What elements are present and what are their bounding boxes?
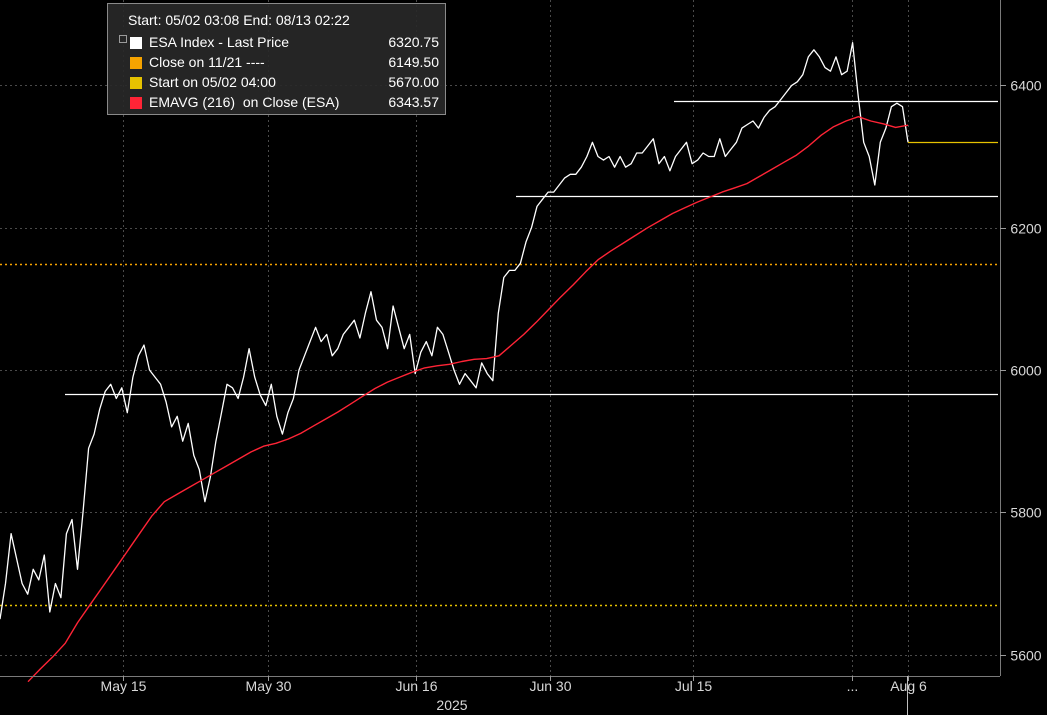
y-tick-label: 6200	[1010, 221, 1041, 237]
series-lines	[0, 42, 998, 683]
legend-value: 6320.75	[388, 34, 439, 50]
legend-label: Close on 11/21 ----	[149, 54, 265, 70]
y-tick-label: 6400	[1010, 78, 1041, 94]
x-tick-label: ...	[847, 678, 859, 694]
legend: Start: 05/02 03:08 End: 08/13 02:22 ESA …	[107, 3, 446, 115]
x-axis-title: 2025	[436, 697, 467, 713]
legend-value: 6149.50	[388, 54, 439, 70]
swatch-icon	[130, 77, 142, 89]
legend-label: Start on 05/02 04:00	[149, 74, 276, 90]
legend-header: Start: 05/02 03:08 End: 08/13 02:22	[128, 12, 350, 28]
legend-item-close-11-21[interactable]: Close on 11/21 ---- 6149.50	[130, 54, 446, 72]
legend-item-start-05-02[interactable]: Start on 05/02 04:00 5670.00	[130, 74, 446, 92]
swatch-icon	[130, 57, 142, 69]
y-tick-label: 6000	[1010, 363, 1041, 379]
legend-value: 5670.00	[388, 74, 439, 90]
x-tick-label: May 15	[101, 678, 147, 694]
reference-lines	[0, 263, 1000, 607]
x-axis-labels: May 15 May 30 Jun 16 Jun 30 Jul 15... Aug 6	[101, 676, 927, 694]
legend-label: ESA Index - Last Price	[149, 34, 290, 50]
x-tick-label: Jun 16	[395, 678, 437, 694]
swatch-icon	[130, 97, 142, 109]
x-tick-label: May 30	[246, 678, 292, 694]
y-axis-labels: 5600 5800 6000 6200 6400	[1000, 78, 1042, 664]
legend-item-emavg[interactable]: EMAVG (216) on Close (ESA) 6343.57	[130, 94, 446, 112]
swatch-icon	[130, 37, 142, 49]
chart-axes	[0, 0, 1001, 715]
collapse-icon[interactable]	[119, 35, 127, 43]
x-tick-label: Jun 30	[529, 678, 571, 694]
y-tick-label: 5600	[1010, 648, 1041, 664]
horizontal-levels	[65, 100, 998, 396]
legend-label: EMAVG (216) on Close (ESA)	[149, 94, 340, 110]
legend-value: 6343.57	[388, 94, 439, 110]
x-tick-label: Aug 6	[890, 678, 927, 694]
ema-line	[27, 115, 909, 683]
legend-item-last-price[interactable]: ESA Index - Last Price 6320.75	[130, 34, 446, 52]
y-tick-label: 5800	[1010, 505, 1041, 521]
chart-grid	[0, 0, 1000, 676]
x-tick-label: Jul 15	[675, 678, 713, 694]
price-line	[0, 42, 909, 620]
